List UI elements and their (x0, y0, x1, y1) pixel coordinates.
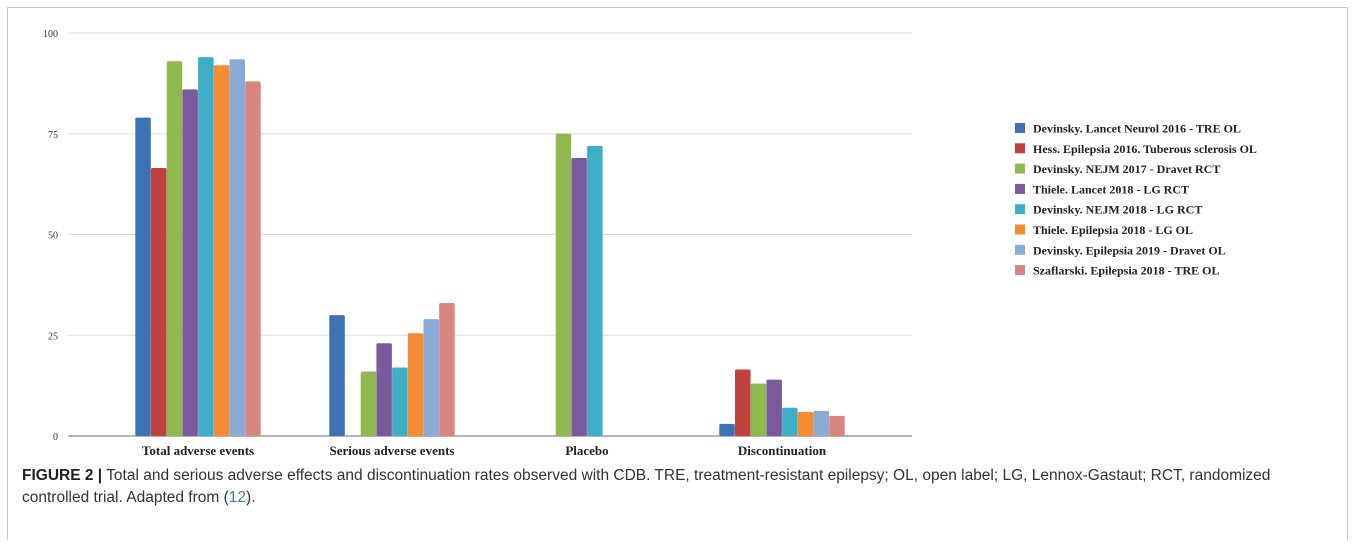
x-category-label: Total adverse events (142, 443, 254, 458)
bar (360, 371, 377, 436)
legend-entry-label: Devinsky. Epilepsia 2019 - Dravet OL (1033, 243, 1226, 257)
bar (750, 383, 767, 436)
figure-caption: FIGURE 2 | Total and serious adverse eff… (22, 465, 1337, 509)
bar (782, 407, 798, 436)
bar (719, 423, 735, 436)
legend-swatch (1015, 224, 1025, 235)
caption-label: FIGURE 2 | (22, 467, 103, 484)
bar (329, 315, 345, 436)
bar (213, 65, 230, 437)
bars (135, 57, 845, 437)
legend-entry-label: Devinsky. Lancet Neurol 2016 - TRE OL (1033, 122, 1241, 136)
bar (407, 333, 424, 436)
bar (571, 157, 587, 436)
caption-ref-link[interactable]: 12 (228, 489, 247, 506)
bar (198, 57, 214, 437)
bar (166, 61, 183, 437)
x-category-label: Serious adverse events (330, 443, 455, 458)
bar (735, 369, 751, 436)
legend-swatch (1015, 163, 1025, 174)
bar (376, 343, 392, 436)
bar (151, 168, 167, 436)
y-tick-label: 75 (48, 130, 58, 141)
legend-swatch (1015, 183, 1025, 194)
bar (813, 411, 829, 436)
bar (587, 145, 603, 436)
y-tick-label: 50 (48, 231, 58, 242)
bar (766, 379, 782, 436)
legend-swatch (1015, 265, 1025, 276)
x-axis-labels: Total adverse events Serious adverse even… (142, 443, 827, 458)
caption-end: ). (246, 489, 256, 506)
legend-swatch (1015, 204, 1025, 215)
legend-entry-label: Hess. Epilepsia 2016. Tuberous sclerosis… (1033, 142, 1257, 156)
legend-swatch (1015, 123, 1025, 133)
caption-text: Total and serious adverse effects and di… (22, 467, 1271, 506)
y-tick-label: 25 (48, 331, 58, 342)
y-tick-label: 100 (43, 29, 58, 40)
bar (797, 411, 814, 436)
legend-entry-label: Szaflarski. Epilepsia 2018 - TRE OL (1033, 264, 1219, 278)
bar (555, 133, 572, 436)
bar (229, 59, 245, 436)
legend: Devinsky. Lancet Neurol 2016 - TRE OL Hes… (1015, 122, 1257, 278)
bar (245, 81, 261, 437)
bar (182, 89, 198, 437)
legend-entry-label: Thiele. Epilepsia 2018 - LG OL (1033, 223, 1193, 237)
bar (829, 415, 845, 436)
legend-swatch (1015, 143, 1025, 154)
bar (392, 367, 408, 436)
legend-entry-label: Thiele. Lancet 2018 - LG RCT (1033, 182, 1189, 196)
legend-entry-label: Devinsky. NEJM 2018 - LG RCT (1033, 203, 1202, 217)
y-tick-label: 0 (53, 432, 58, 443)
bar-chart: 0 25 50 75 100 Total adverse events Serious a… (43, 29, 1257, 458)
x-category-label: Placebo (565, 443, 608, 458)
y-axis-ticks: 0 25 50 75 100 (43, 29, 58, 443)
bar (135, 117, 151, 436)
legend-entry-label: Devinsky. NEJM 2017 - Dravet RCT (1033, 162, 1220, 176)
bar (439, 303, 455, 436)
figure-frame (7, 7, 1348, 540)
legend-swatch (1015, 244, 1025, 255)
bar (423, 319, 439, 436)
x-category-label: Discontinuation (738, 443, 827, 458)
